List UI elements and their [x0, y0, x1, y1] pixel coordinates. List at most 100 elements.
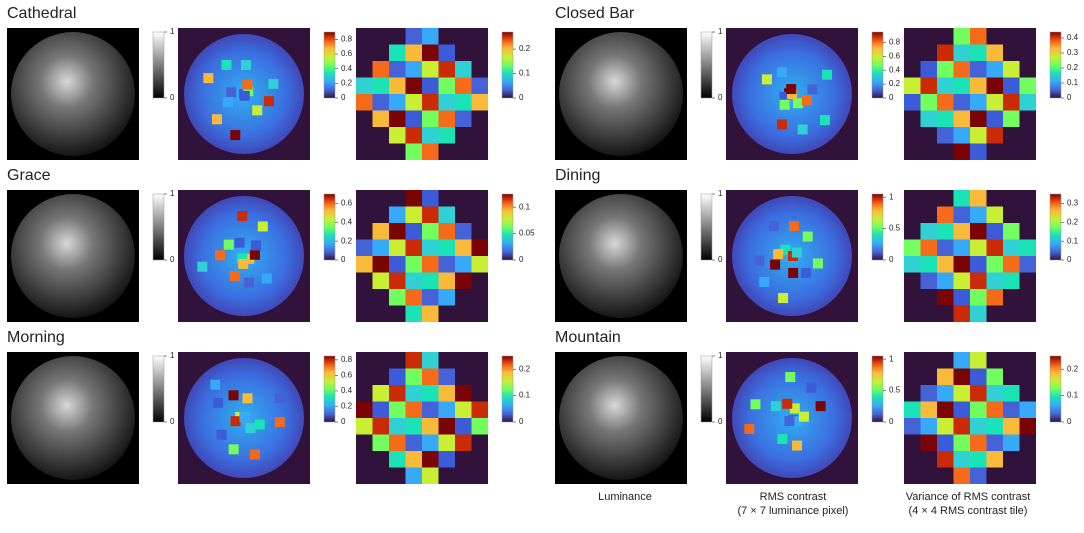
- variance-tile: [356, 418, 373, 435]
- rms-pixel: [806, 382, 817, 393]
- colorbar-tick-label: 0.5: [889, 224, 901, 233]
- variance-tile: [953, 223, 970, 240]
- rms-pixel: [779, 91, 790, 102]
- rms-pixel: [223, 239, 234, 250]
- variance-tile: [405, 451, 422, 468]
- variance-tile: [970, 385, 987, 402]
- colorbar-tick-label: 0.4: [341, 217, 353, 226]
- colorbar: [1049, 193, 1062, 261]
- variance-tile: [405, 94, 422, 111]
- variance-tile: [937, 223, 954, 240]
- variance-tile: [438, 206, 455, 223]
- variance-tile: [389, 223, 406, 240]
- variance-tile: [970, 401, 987, 418]
- fisheye: [559, 356, 683, 480]
- variance-tile: [422, 28, 439, 45]
- colorbar-tick-label: 0.2: [341, 78, 353, 87]
- colorbar-tick-label: 0: [341, 417, 346, 426]
- variance-tile: [937, 44, 954, 61]
- colorbar-tick-label: 0.3: [1067, 199, 1079, 208]
- rms-pixel: [770, 259, 781, 270]
- rms-pixel: [768, 221, 779, 232]
- variance-tile: [389, 272, 406, 289]
- rms-pixel: [779, 99, 790, 110]
- variance-tile: [970, 206, 987, 223]
- colorbar-tick-label: 0.1: [519, 69, 531, 78]
- colorbar-tick-label: 0: [519, 417, 524, 426]
- colorbar: [501, 193, 514, 261]
- column-caption: RMS contrast: [760, 491, 827, 503]
- variance-tile: [1003, 223, 1020, 240]
- colorbar-tick-label: 0.8: [889, 38, 901, 47]
- column-caption: (4 × 4 RMS contrast tile): [909, 505, 1028, 517]
- colorbar-tick-label: 0: [1067, 93, 1072, 102]
- fisheye: [559, 194, 683, 318]
- variance-tile: [389, 434, 406, 451]
- variance-tile: [1019, 418, 1036, 435]
- rms-pixel: [249, 249, 260, 260]
- variance-tile: [438, 94, 455, 111]
- variance-tile: [920, 77, 937, 94]
- variance-tile: [937, 272, 954, 289]
- variance-tile: [422, 256, 439, 273]
- rms-pixel: [263, 96, 274, 107]
- variance-tile: [904, 418, 921, 435]
- variance-tile: [422, 272, 439, 289]
- variance-tile: [986, 272, 1003, 289]
- colorbar: [871, 31, 884, 99]
- variance-tile: [986, 44, 1003, 61]
- colorbar: [700, 355, 713, 423]
- rms-pixel: [802, 231, 813, 242]
- colorbar-tick-label: 0.2: [1067, 63, 1079, 72]
- rms-pixel: [782, 398, 793, 409]
- variance-tile: [920, 418, 937, 435]
- variance-tile: [372, 223, 389, 240]
- variance-tile: [389, 451, 406, 468]
- variance-tile: [953, 272, 970, 289]
- variance-tile: [970, 143, 987, 160]
- variance-tile: [953, 110, 970, 127]
- colorbar-tick-label: 0.4: [341, 64, 353, 73]
- variance-tile: [970, 44, 987, 61]
- rms-pixel: [239, 412, 250, 423]
- rms-pixel: [793, 416, 804, 427]
- variance-tile: [422, 127, 439, 144]
- variance-tile: [970, 223, 987, 240]
- colorbar: [152, 31, 165, 99]
- rms-pixel: [761, 74, 772, 85]
- rms-pixel: [215, 250, 226, 261]
- variance-tile: [970, 418, 987, 435]
- variance-tile: [422, 385, 439, 402]
- variance-tile: [372, 110, 389, 127]
- variance-tile: [953, 385, 970, 402]
- variance-tile: [438, 418, 455, 435]
- variance-tile: [953, 368, 970, 385]
- rms-pixel: [237, 211, 248, 222]
- variance-tile: [970, 61, 987, 78]
- variance-tile: [389, 206, 406, 223]
- rms-pixel: [791, 247, 802, 258]
- colorbar-tick-label: 1: [889, 354, 894, 363]
- colorbar-tick-label: 0.2: [519, 44, 531, 53]
- variance-tile: [372, 239, 389, 256]
- variance-tile: [455, 434, 472, 451]
- colorbar: [871, 355, 884, 423]
- rms-pixel: [807, 84, 818, 95]
- variance-tile: [953, 44, 970, 61]
- variance-tile: [405, 352, 422, 369]
- colorbar: [323, 355, 336, 423]
- rms-pixel: [770, 401, 781, 412]
- colorbar-tick-label: 0.2: [889, 79, 901, 88]
- variance-tile: [438, 110, 455, 127]
- variance-tile: [953, 418, 970, 435]
- variance-tile: [455, 239, 472, 256]
- variance-tile: [920, 401, 937, 418]
- variance-tile: [422, 206, 439, 223]
- colorbar-tick-label: 0: [1067, 417, 1072, 426]
- colorbar-tick-label: 0: [1067, 255, 1072, 264]
- rms-pixel: [230, 130, 241, 141]
- colorbar: [152, 193, 165, 261]
- rms-pixel: [216, 429, 227, 440]
- variance-tile: [438, 401, 455, 418]
